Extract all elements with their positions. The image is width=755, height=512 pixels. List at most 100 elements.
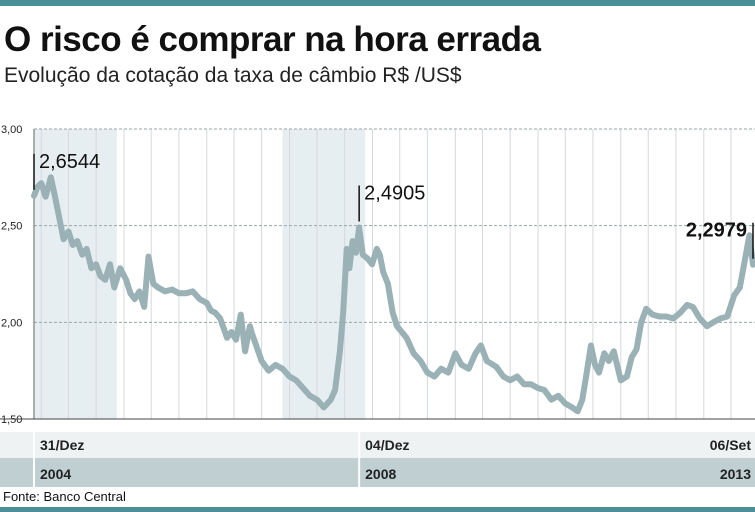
data-point [248, 324, 252, 328]
data-point [225, 336, 229, 340]
data-point [124, 278, 128, 282]
data-point [644, 307, 648, 311]
data-point [634, 347, 639, 351]
data-point [280, 367, 285, 371]
annotation-label: 2,4905 [364, 183, 425, 205]
data-point [473, 351, 478, 355]
data-point [250, 332, 254, 336]
data-point [66, 229, 71, 234]
data-point [315, 398, 319, 402]
bottom-accent-bar [0, 507, 755, 512]
data-point [718, 316, 722, 321]
data-point [205, 301, 209, 305]
data-point [678, 311, 682, 315]
data-point [177, 291, 181, 295]
y-tick-label: 2,00 [1, 317, 22, 329]
data-point [479, 343, 483, 348]
data-point [308, 394, 312, 398]
data-point [89, 266, 93, 270]
data-point [255, 345, 259, 350]
data-point [350, 239, 355, 243]
data-point [103, 278, 107, 282]
data-point [294, 378, 298, 382]
x-marker-year-label: 2004 [40, 466, 71, 482]
data-point [650, 313, 655, 317]
data-point [411, 351, 416, 355]
data-point [711, 320, 715, 324]
data-point [522, 382, 526, 386]
data-point [580, 398, 584, 402]
data-point [612, 349, 616, 353]
data-point [218, 316, 222, 321]
data-point [381, 270, 385, 274]
date-band [0, 432, 755, 458]
data-point [243, 349, 247, 353]
data-point [142, 305, 146, 309]
data-point [639, 320, 643, 324]
data-point [542, 388, 546, 392]
chart-subtitle: Evolução da cotação da taxa de câmbio R$… [4, 64, 462, 87]
data-point [213, 311, 217, 315]
data-point [584, 374, 588, 379]
data-point [370, 262, 374, 266]
data-point [287, 374, 292, 379]
data-point [118, 266, 122, 270]
data-point [75, 239, 79, 243]
data-point [32, 194, 36, 198]
data-point [657, 314, 661, 319]
exchange-rate-chart: 1,50 2,00 2,50 3,00 2,6544 2,4905 2,2979 31/Dez… [0, 124, 755, 487]
x-marker-date-label: 04/Dez [365, 437, 409, 453]
data-point [630, 355, 634, 359]
data-point [378, 253, 382, 257]
data-point [209, 309, 213, 313]
data-point [347, 266, 351, 270]
x-marker-year-label: 2013 [720, 466, 751, 482]
data-point [453, 351, 457, 355]
data-point [602, 351, 606, 355]
data-point [341, 309, 345, 313]
data-point [53, 193, 57, 197]
data-point [71, 243, 75, 247]
data-point [57, 214, 61, 218]
data-point [170, 287, 174, 292]
data-point [333, 388, 337, 392]
data-point [432, 374, 437, 379]
data-point [322, 405, 326, 409]
data-point [515, 374, 519, 379]
x-marker-date-label: 31/Dez [40, 437, 84, 453]
data-point [354, 251, 358, 255]
y-tick-label: 2,50 [1, 221, 22, 233]
data-point [418, 359, 423, 363]
data-point [529, 382, 533, 386]
data-point [607, 359, 611, 363]
data-point [597, 371, 601, 375]
data-point [619, 378, 623, 382]
y-tick-label: 3,00 [1, 124, 22, 136]
data-point [395, 324, 399, 328]
data-point [365, 256, 370, 261]
data-point [239, 313, 243, 317]
data-point [705, 324, 709, 328]
period-shade-1 [282, 129, 366, 419]
data-point [671, 316, 676, 321]
data-point [112, 285, 116, 290]
annotation-label: 2,2979 [686, 220, 747, 242]
data-point [80, 253, 84, 257]
data-point [508, 378, 512, 382]
data-point [163, 289, 167, 293]
data-point [39, 181, 43, 185]
data-point [446, 371, 450, 375]
data-point [460, 363, 464, 367]
data-point [191, 289, 195, 293]
data-point [747, 233, 751, 237]
data-point [85, 247, 89, 251]
year-band [0, 458, 755, 487]
data-point [375, 247, 379, 251]
data-point [229, 330, 233, 334]
data-point [589, 343, 593, 348]
data-point [485, 359, 489, 363]
data-point [494, 365, 498, 369]
data-point [98, 274, 103, 278]
data-point [732, 293, 736, 297]
data-point [146, 255, 151, 259]
